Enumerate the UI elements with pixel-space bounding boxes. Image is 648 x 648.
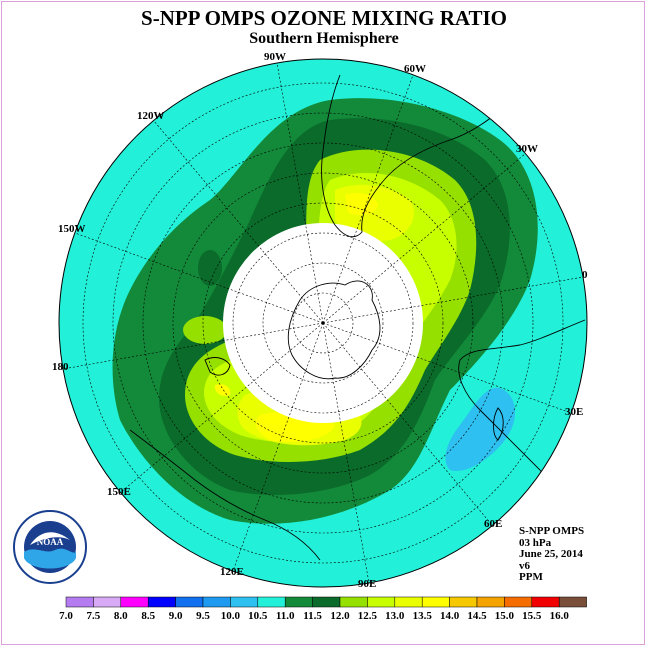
map-boundary bbox=[58, 58, 588, 588]
legend-tick-label: 8.5 bbox=[141, 610, 155, 622]
lon-label-0: 0 bbox=[582, 269, 588, 281]
legend-tick-label: 14.0 bbox=[440, 610, 460, 622]
legend-swatch bbox=[175, 596, 204, 608]
info-instrument: S-NPP OMPS bbox=[519, 525, 585, 537]
legend-swatch bbox=[147, 596, 176, 608]
legend-swatch bbox=[476, 596, 505, 608]
legend-swatch bbox=[284, 596, 313, 608]
legend-tick-label: 7.5 bbox=[87, 610, 101, 622]
legend-swatch bbox=[202, 596, 231, 608]
madagascar-coast bbox=[493, 407, 504, 441]
legend-tick-label: 8.0 bbox=[114, 610, 128, 622]
legend-swatch bbox=[120, 596, 149, 608]
legend-tick-label: 11.0 bbox=[276, 610, 295, 622]
lon-label-90w: 90W bbox=[264, 51, 286, 63]
info-version: v6 bbox=[519, 559, 530, 572]
lon-label-120e: 120E bbox=[220, 566, 244, 578]
lon-label-90e: 90E bbox=[358, 578, 376, 590]
lon-label-30w: 30W bbox=[516, 143, 538, 155]
latitude-circles bbox=[82, 82, 564, 564]
legend-swatch bbox=[558, 596, 587, 608]
lon-label-60w: 60W bbox=[404, 63, 426, 75]
legend-tick-label: 15.5 bbox=[522, 610, 542, 622]
product-info: S-NPP OMPS 03 hPa June 25, 2014 v6 PPM bbox=[519, 525, 585, 584]
contour-13-0 bbox=[237, 184, 414, 446]
south-pole-marker bbox=[321, 321, 325, 325]
legend-tick-label: 7.0 bbox=[59, 610, 73, 622]
info-level: 03 hPa bbox=[519, 536, 552, 549]
legend-swatch bbox=[257, 596, 286, 608]
legend-swatch bbox=[339, 596, 368, 608]
legend-tick-label: 12.0 bbox=[330, 610, 350, 622]
lon-label-120w: 120W bbox=[137, 110, 165, 122]
lon-label-150e: 150E bbox=[107, 486, 131, 498]
legend-swatch bbox=[449, 596, 478, 608]
map-subtitle: Southern Hemisphere bbox=[249, 30, 399, 47]
lon-label-150w: 150W bbox=[58, 223, 86, 235]
legend-swatch bbox=[394, 596, 423, 608]
info-units: PPM bbox=[519, 571, 543, 583]
legend-swatch bbox=[93, 596, 122, 608]
legend-tick-label: 9.0 bbox=[169, 610, 183, 622]
legend-tick-label: 11.5 bbox=[303, 610, 322, 622]
lon-label-60e: 60E bbox=[484, 518, 502, 530]
legend-swatch bbox=[367, 596, 396, 608]
noaa-logo-text: NOAA bbox=[37, 537, 64, 547]
legend-tick-label: 14.5 bbox=[467, 610, 487, 622]
south-america-coast bbox=[321, 74, 521, 238]
map-title: S-NPP OMPS OZONE MIXING RATIO bbox=[141, 6, 507, 30]
legend-swatch bbox=[421, 596, 450, 608]
legend-swatch bbox=[230, 596, 259, 608]
legend-swatch bbox=[504, 596, 533, 608]
meridians bbox=[62, 62, 584, 584]
longitude-labels: 90W 60W 30W 0 30E 60E 90E 120E 150E 180 … bbox=[52, 51, 588, 590]
legend-swatch bbox=[312, 596, 341, 608]
australia-coast bbox=[129, 429, 321, 561]
legend-tick-label: 10.0 bbox=[221, 610, 241, 622]
legend-tick-label: 9.5 bbox=[196, 610, 210, 622]
color-legend: 7.0 7.5 8.0 8.5 9.0 9.5 10.0 10.5 11.0 11.5 12.0 12… bbox=[59, 596, 587, 622]
legend-tick-label: 13.0 bbox=[385, 610, 405, 622]
lon-label-30e: 30E bbox=[565, 406, 583, 418]
contour-spot-b bbox=[198, 250, 222, 286]
legend-swatch bbox=[65, 596, 94, 608]
legend-tick-label: 15.0 bbox=[495, 610, 515, 622]
info-date: June 25, 2014 bbox=[519, 548, 583, 560]
new-zealand-coast bbox=[204, 357, 231, 376]
legend-tick-label: 10.5 bbox=[248, 610, 268, 622]
contour-spot-a bbox=[183, 316, 227, 344]
lon-label-180: 180 bbox=[52, 361, 69, 373]
antarctica-coast bbox=[287, 280, 381, 380]
legend-swatch bbox=[531, 596, 560, 608]
legend-tick-label: 16.0 bbox=[550, 610, 570, 622]
noaa-logo: NOAA bbox=[13, 510, 87, 584]
legend-tick-label: 13.5 bbox=[413, 610, 433, 622]
legend-tick-label: 12.5 bbox=[358, 610, 378, 622]
